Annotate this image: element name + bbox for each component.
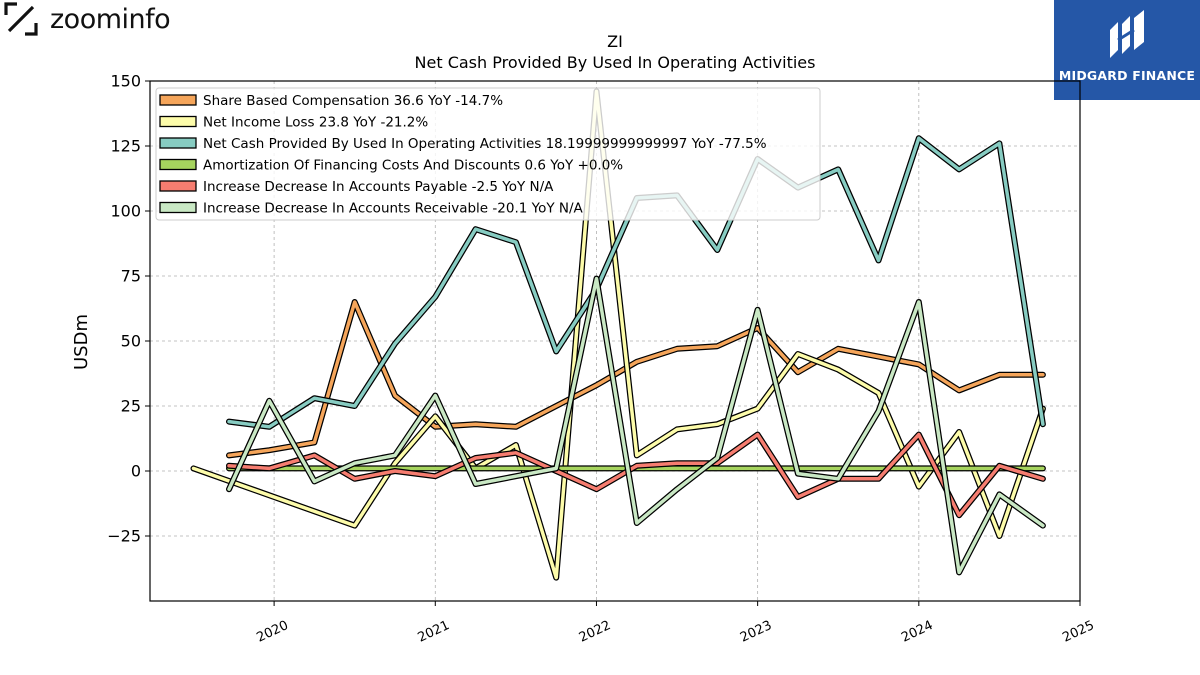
legend-label: Net Income Loss 23.8 YoY -21.2% (203, 115, 428, 131)
legend-item: Increase Decrease In Accounts Receivable… (159, 201, 584, 217)
y-tick-label: 50 (121, 332, 141, 351)
series-path (191, 89, 1045, 580)
y-tick-label: 75 (121, 267, 141, 286)
legend-item: Share Based Compensation 36.6 YoY -14.7% (159, 93, 503, 109)
legend: Share Based Compensation 36.6 YoY -14.7%… (155, 87, 821, 221)
y-tick-label: −25 (107, 527, 141, 546)
y-tick-label: 100 (110, 202, 141, 221)
legend-label: Increase Decrease In Accounts Payable -2… (203, 179, 554, 195)
legend-swatch (159, 158, 197, 171)
x-tick-label: 2020 (254, 618, 290, 646)
midgard-finance-logo: MIDGARD FINANCE (1054, 0, 1200, 100)
legend-label: Net Cash Provided By Used In Operating A… (203, 136, 767, 152)
legend-item: Increase Decrease In Accounts Payable -2… (159, 179, 554, 195)
x-tick-label: 2022 (577, 618, 613, 646)
series-line-1 (226, 299, 1046, 459)
midgard-mark-icon (1110, 10, 1144, 58)
zoominfo-mark-icon (4, 2, 38, 36)
legend-swatch (159, 201, 197, 214)
midgard-finance-wordmark: MIDGARD FINANCE (1058, 68, 1196, 83)
legend-box (155, 87, 821, 221)
legend-label: Amortization Of Financing Costs And Disc… (203, 158, 623, 174)
zoominfo-logo: zoominfo (4, 2, 171, 36)
y-axis-label: USDm (71, 314, 92, 370)
legend-item: Amortization Of Financing Costs And Disc… (159, 158, 623, 174)
series-line-2 (190, 88, 1046, 581)
legend-swatch (159, 115, 197, 128)
chart-subtitle: Net Cash Provided By Used In Operating A… (415, 53, 816, 72)
series-line-5 (226, 431, 1046, 519)
series-line-6 (226, 275, 1046, 576)
legend-swatch (159, 137, 197, 149)
series-path (227, 276, 1045, 575)
x-tick-label: 2023 (738, 618, 774, 646)
legend-label: Share Based Compensation 36.6 YoY -14.7% (203, 93, 503, 109)
series-path (227, 432, 1045, 517)
y-tick-label: 125 (110, 137, 141, 156)
series-path (227, 300, 1045, 458)
legend-label: Increase Decrease In Accounts Receivable… (203, 201, 584, 217)
chart-title: ZI (607, 32, 623, 51)
y-tick-label: 25 (121, 397, 141, 416)
x-tick-label: 2025 (1060, 618, 1096, 646)
x-tick-label: 2024 (899, 618, 935, 646)
x-tick-label: 2021 (416, 618, 452, 646)
y-tick-label: 0 (131, 462, 141, 481)
y-tick-label: 150 (110, 72, 141, 91)
legend-item: Net Cash Provided By Used In Operating A… (159, 136, 767, 152)
legend-swatch (159, 180, 197, 192)
zoominfo-wordmark: zoominfo (50, 3, 171, 35)
legend-item: Net Income Loss 23.8 YoY -21.2% (159, 115, 428, 131)
legend-swatch (159, 94, 197, 106)
